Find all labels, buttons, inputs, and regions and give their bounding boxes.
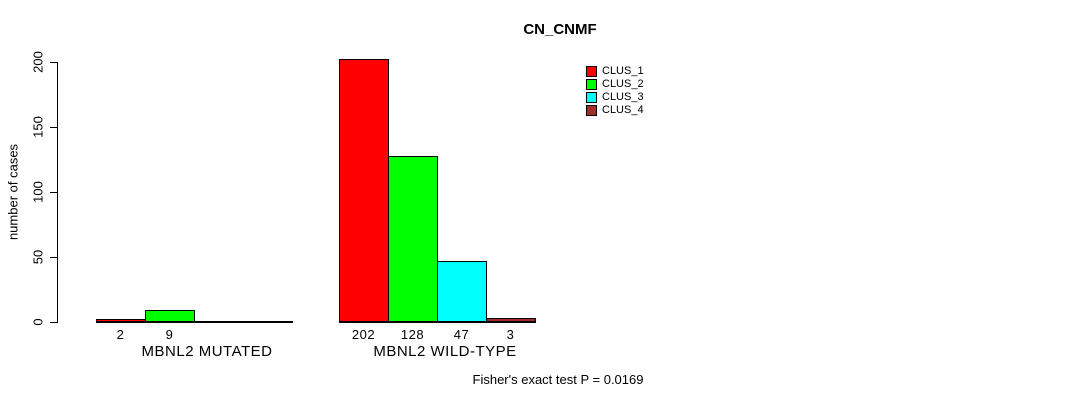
y-tick-mark bbox=[50, 62, 57, 63]
x-category-label: MBNL2 MUTATED bbox=[141, 343, 273, 360]
bar-clus_2-group2 bbox=[388, 156, 438, 322]
y-tick-label: 100 bbox=[30, 181, 46, 203]
y-tick-mark bbox=[50, 322, 57, 323]
x-axis-baseline bbox=[339, 322, 536, 323]
bar-value-label: 202 bbox=[351, 327, 376, 342]
y-axis-line bbox=[57, 62, 58, 323]
bar-value-label: 47 bbox=[453, 327, 470, 342]
legend-label: CLUS_4 bbox=[602, 104, 644, 116]
bar-value-label: 2 bbox=[116, 327, 125, 342]
legend-item: CLUS_2 bbox=[586, 78, 644, 90]
fisher-test-annotation: Fisher's exact test P = 0.0169 bbox=[472, 372, 644, 387]
bar-clus_3-group2 bbox=[437, 261, 487, 322]
chart-title: CN_CNMF bbox=[523, 21, 597, 38]
legend-swatch-clus_1 bbox=[586, 65, 597, 77]
y-tick-mark bbox=[50, 192, 57, 193]
y-tick-label: 0 bbox=[30, 318, 46, 326]
legend-swatch-clus_4 bbox=[586, 104, 597, 116]
x-category-label: MBNL2 WILD-TYPE bbox=[373, 343, 517, 360]
bar-value-label: 128 bbox=[400, 327, 425, 342]
y-axis-label: number of cases bbox=[5, 143, 21, 241]
y-tick-label: 150 bbox=[30, 116, 46, 138]
bar-clus_3-group1-zero bbox=[194, 321, 244, 322]
legend-label: CLUS_2 bbox=[602, 78, 644, 90]
bar-value-label: 9 bbox=[165, 327, 174, 342]
y-tick-mark bbox=[50, 257, 57, 258]
bar-value-label: 3 bbox=[506, 327, 515, 342]
y-tick-label: 50 bbox=[30, 249, 46, 265]
y-tick-mark bbox=[50, 127, 57, 128]
bar-clus_4-group1-zero bbox=[243, 321, 293, 322]
legend-label: CLUS_3 bbox=[602, 91, 644, 103]
legend-item: CLUS_4 bbox=[586, 104, 644, 116]
bar-clus_2-group1 bbox=[145, 310, 195, 322]
legend-swatch-clus_3 bbox=[586, 91, 597, 103]
legend-item: CLUS_1 bbox=[586, 65, 644, 77]
y-tick-label: 200 bbox=[30, 51, 46, 73]
bar-clus_4-group2 bbox=[486, 318, 536, 322]
bar-clus_1-group1 bbox=[96, 319, 146, 322]
legend-label: CLUS_1 bbox=[602, 65, 644, 77]
legend-swatch-clus_2 bbox=[586, 78, 597, 90]
x-axis-baseline bbox=[96, 322, 293, 323]
bar-clus_1-group2 bbox=[339, 59, 389, 322]
legend-item: CLUS_3 bbox=[586, 91, 644, 103]
